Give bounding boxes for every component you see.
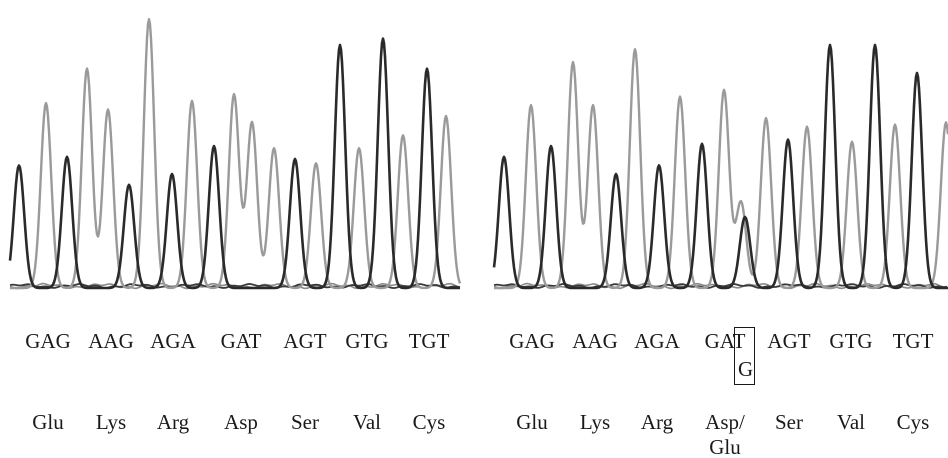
codon-label: TGT bbox=[408, 329, 450, 353]
amino-acid-label: Lys bbox=[579, 410, 611, 434]
amino-acid-label-line2: Glu bbox=[709, 435, 741, 458]
trace-dark-mutant bbox=[492, 43, 948, 290]
codon-label: GAT bbox=[704, 329, 746, 353]
codon-label: AAG bbox=[572, 329, 618, 353]
amino-acid-label: Asp/ bbox=[705, 410, 745, 434]
chromatogram-trace-mutant bbox=[492, 43, 948, 290]
trace-light-wildtype bbox=[9, 18, 462, 290]
trace-dark-wildtype bbox=[8, 37, 461, 290]
codon-label: AGT bbox=[767, 329, 811, 353]
amino-acid-label: Val bbox=[837, 410, 865, 434]
heterozygous-alt-base: G bbox=[738, 357, 754, 381]
codon-label: GTG bbox=[345, 329, 389, 353]
codon-label: AGA bbox=[634, 329, 680, 353]
amino-acid-label: Ser bbox=[291, 410, 319, 434]
heterozygous-site-box bbox=[734, 327, 755, 385]
amino-acid-label: Cys bbox=[896, 410, 930, 434]
codon-label: GAT bbox=[220, 329, 262, 353]
chromatogram-panel-mutant: GAG AAG AGA GAT AGT GTG TGT Glu Lys Arg Asp/Ser Val… bbox=[492, 0, 948, 458]
amino-acid-label: Arg bbox=[156, 410, 190, 434]
amino-acid-label: Ser bbox=[775, 410, 803, 434]
amino-acid-label: Lys bbox=[95, 410, 127, 434]
chromatogram-panel-wildtype: GAG AAG AGA GAT AGT GTG TGT Glu Lys Arg Asp Ser Val C… bbox=[8, 0, 462, 458]
baseline-noise-dark bbox=[493, 282, 948, 290]
codon-label: AAG bbox=[88, 329, 134, 353]
baseline-noise-dark bbox=[9, 282, 461, 290]
trace-light-mutant bbox=[493, 48, 948, 290]
amino-acid-label: Cys bbox=[412, 410, 446, 434]
codon-label: GAG bbox=[25, 329, 71, 353]
amino-acid-label: Val bbox=[353, 410, 381, 434]
chromatogram-trace-wildtype bbox=[8, 18, 462, 290]
amino-acid-label: Glu bbox=[32, 410, 64, 434]
amino-acid-label: Glu bbox=[516, 410, 548, 434]
codon-label: AGA bbox=[150, 329, 196, 353]
codon-label: GTG bbox=[829, 329, 873, 353]
codon-label: TGT bbox=[892, 329, 934, 353]
amino-acid-label: Arg bbox=[640, 410, 674, 434]
codon-label: AGT bbox=[283, 329, 327, 353]
amino-acid-label: Asp bbox=[224, 410, 258, 434]
codon-label: GAG bbox=[509, 329, 555, 353]
